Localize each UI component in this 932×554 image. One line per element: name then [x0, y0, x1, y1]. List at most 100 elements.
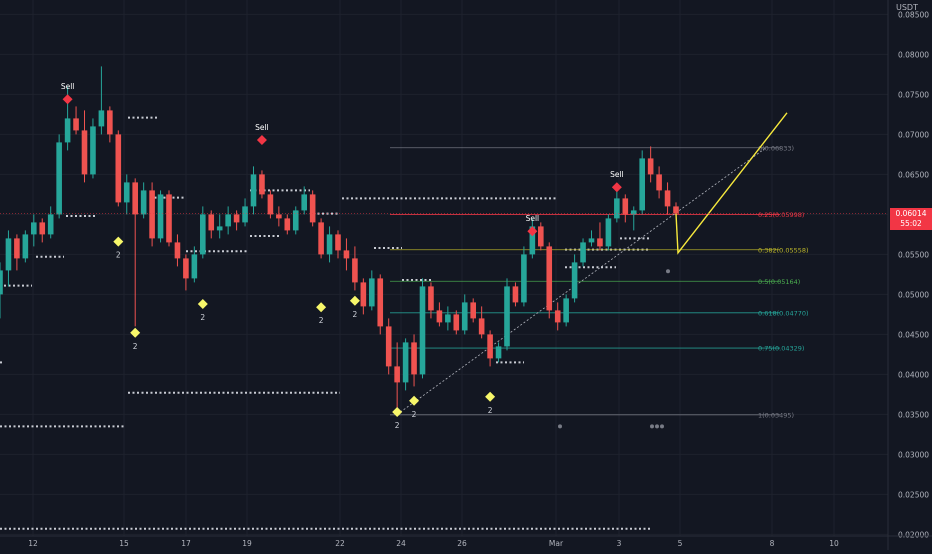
- candle-body: [436, 310, 443, 323]
- candle-body: [233, 214, 240, 223]
- candle-body: [597, 238, 603, 247]
- buy-signal-marker: [409, 395, 420, 406]
- y-tick-label: 0.08000: [898, 50, 929, 59]
- candle-body: [292, 210, 299, 231]
- candle-body: [504, 286, 510, 347]
- candle-body: [335, 234, 341, 251]
- candle-body: [453, 314, 460, 331]
- fib-level-label: 0.5(0.05164): [758, 278, 800, 286]
- candle-body: [140, 190, 147, 215]
- y-tick-label: 0.06500: [898, 170, 929, 179]
- sell-signal-marker: [256, 135, 267, 145]
- candle-body: [123, 182, 130, 203]
- x-tick-label: 12: [28, 539, 38, 548]
- x-tick-label: 19: [242, 539, 252, 548]
- sell-signal-label: Sell: [610, 170, 624, 179]
- candle-body: [73, 118, 79, 131]
- candle-body: [5, 238, 12, 271]
- candle-body: [673, 206, 679, 214]
- x-tick-label: 17: [181, 539, 191, 548]
- candle-body: [411, 342, 417, 375]
- y-tick-label: 0.08500: [898, 10, 929, 19]
- candle-body: [588, 238, 595, 243]
- candle-body: [174, 242, 181, 259]
- candle-body: [428, 286, 434, 311]
- x-tick-label: 10: [829, 539, 839, 548]
- candle-body: [166, 194, 172, 243]
- candle-body: [402, 342, 409, 383]
- candle-body: [22, 234, 29, 259]
- y-tick-label: 0.05000: [898, 290, 929, 299]
- candle-body: [512, 286, 519, 303]
- buy-signal-label: 2: [319, 316, 324, 325]
- candle-body: [132, 182, 138, 215]
- candle-body: [343, 250, 350, 259]
- candle-body: [360, 282, 367, 307]
- candle-body: [242, 206, 248, 223]
- candle-body: [377, 278, 384, 327]
- candle-body: [276, 214, 282, 219]
- x-tick-label: 26: [457, 539, 467, 548]
- candle-body: [39, 222, 46, 235]
- buy-signal-label: 2: [200, 313, 205, 322]
- candle-body: [487, 334, 493, 359]
- sell-signal-marker: [62, 94, 73, 105]
- x-tick-label: 15: [119, 539, 129, 548]
- candle-body: [149, 190, 155, 239]
- candle-body: [538, 226, 544, 247]
- x-tick-label: 3: [617, 539, 622, 548]
- candle-body: [394, 366, 400, 383]
- buy-signal-marker: [113, 236, 124, 247]
- candle-body: [563, 298, 569, 323]
- candle-body: [521, 254, 527, 303]
- candle-body: [352, 258, 358, 283]
- candle-body: [580, 242, 586, 263]
- candle-body: [470, 302, 476, 319]
- candle-body: [250, 174, 257, 207]
- buy-signal-marker: [316, 302, 327, 313]
- candle-body: [385, 326, 392, 367]
- candle-body: [529, 226, 536, 255]
- buy-signal-label: 2: [488, 406, 493, 415]
- candle-body: [605, 218, 612, 247]
- buy-signal-label: 2: [412, 410, 417, 419]
- x-tick-label: 5: [678, 539, 683, 548]
- candle-body: [56, 142, 62, 215]
- candle-body: [495, 346, 502, 359]
- candle-body: [622, 198, 629, 215]
- fib-level-label: 0.25(0.05998): [758, 211, 804, 219]
- candle-body: [157, 194, 164, 239]
- x-tick-label: 8: [770, 539, 775, 548]
- candle-body: [630, 210, 637, 215]
- fib-level-label: 0.382(0.05558): [758, 246, 809, 254]
- candle-body: [301, 194, 307, 211]
- event-marker: [655, 424, 659, 429]
- x-tick-label: Mar: [549, 539, 564, 548]
- candle-body: [267, 194, 274, 215]
- y-tick-label: 0.04000: [898, 370, 929, 379]
- y-tick-label: 0.07000: [898, 130, 929, 139]
- candle-body: [81, 130, 88, 175]
- candle-body: [64, 118, 71, 143]
- fib-level-label: 0(0.06833): [758, 144, 794, 152]
- y-tick-label: 0.02000: [898, 530, 929, 539]
- candle-body: [419, 286, 426, 375]
- y-tick-label: 0.07500: [898, 90, 929, 99]
- event-marker: [650, 424, 654, 429]
- buy-signal-label: 2: [395, 421, 400, 430]
- candle-body: [309, 194, 316, 223]
- fib-level-label: 0.618(0.04770): [758, 309, 809, 317]
- candle-body: [461, 302, 468, 331]
- last-price-value: 0.06014: [895, 209, 927, 218]
- candle-body: [664, 190, 671, 207]
- candle-body: [554, 310, 561, 323]
- currency-label: USDT: [896, 3, 918, 12]
- candle-body: [656, 174, 662, 191]
- x-tick-label: 22: [335, 539, 345, 548]
- buy-signal-marker: [392, 407, 403, 417]
- candle-body: [647, 158, 654, 175]
- candle-body: [225, 214, 231, 227]
- y-tick-label: 0.05500: [898, 250, 929, 259]
